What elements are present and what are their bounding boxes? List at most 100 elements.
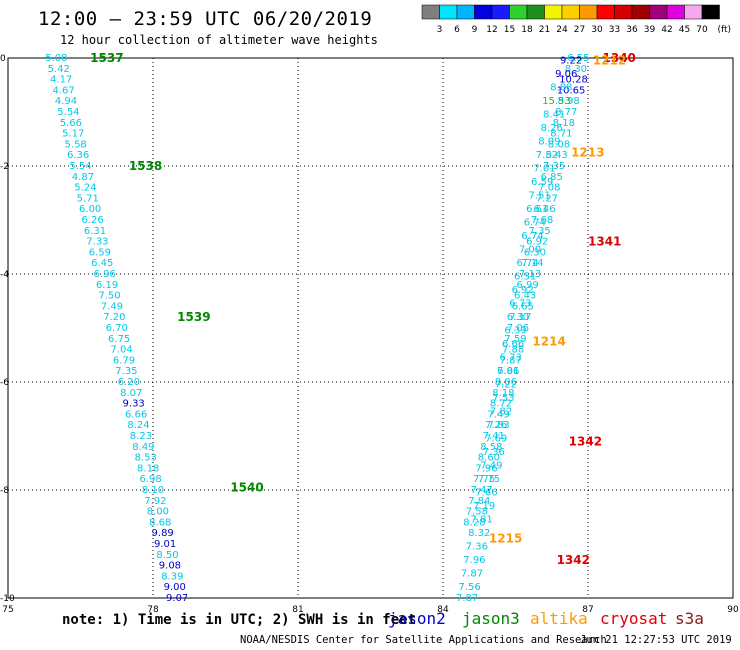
swh-value-label: 6.31 — [84, 226, 106, 237]
swh-value-label: 7.01 — [533, 164, 555, 175]
swh-value-label: 6.39 — [504, 326, 526, 337]
swh-value-label: 10.28 — [559, 75, 588, 86]
x-tick-label: 87 — [582, 605, 593, 615]
swh-value-label: 4.94 — [55, 96, 77, 107]
swh-value-label: 8.49 — [132, 442, 154, 453]
swh-value-label: 8.53 — [135, 453, 157, 464]
swh-value-label: 7.04 — [110, 345, 132, 356]
swh-value-label: 8.72 — [490, 399, 512, 410]
swh-value-label: 9.00 — [164, 582, 186, 593]
swh-value-label: 5.42 — [48, 64, 70, 75]
swh-value-label: 15.53 — [542, 96, 571, 107]
swh-value-label: 8.07 — [120, 388, 142, 399]
plot-frame — [7, 57, 734, 599]
colorbar-label: 27 — [574, 25, 585, 35]
swh-value-label: 9.33 — [123, 399, 145, 410]
swh-value-label: 5.58 — [65, 139, 87, 150]
swh-value-label: 6.73 — [509, 299, 531, 310]
swh-value-label: 6.26 — [81, 215, 103, 226]
swh-value-label: 8.43 — [545, 150, 567, 161]
swh-value-label: 7.96 — [475, 463, 497, 474]
colorbar-label: 18 — [521, 25, 533, 35]
y-tick-label: 0 — [0, 54, 6, 64]
colorbar-label: 15 — [504, 25, 515, 35]
footer-timestamp: Jun 21 12:27:53 UTC 2019 — [580, 634, 732, 646]
track-number-label: 1537 — [90, 51, 123, 65]
swh-value-label: 6.61 — [526, 204, 548, 215]
colorbar-swatch — [579, 4, 598, 20]
y-tick-label: -10 — [0, 594, 15, 604]
chart-title: 12:00 – 23:59 UTC 06/20/2019 — [38, 8, 373, 30]
swh-value-label: 7.20 — [103, 312, 125, 323]
swh-value-label: 8.28 — [463, 517, 485, 528]
swh-value-label: 9.06 — [555, 69, 577, 80]
swh-value-label: 4.17 — [50, 75, 72, 86]
swh-value-label: 7.22 — [495, 380, 517, 391]
swh-value-label: 7.87 — [456, 593, 478, 604]
x-tick-label: 81 — [292, 605, 303, 615]
track-number-label: 1538 — [129, 159, 162, 173]
footer-note: note: 1) Time is in UTC; 2) SWH is in fe… — [62, 612, 417, 628]
swh-value-label: 6.20 — [118, 377, 140, 388]
swh-value-label: 6.75 — [108, 334, 130, 345]
track-number-label: 1213 — [571, 146, 604, 160]
colorbar-label: 24 — [556, 25, 568, 35]
chart-subtitle: 12 hour collection of altimeter wave hei… — [60, 33, 378, 47]
swh-value-label: 6.74 — [521, 231, 543, 242]
colorbar-swatch — [701, 4, 720, 20]
track-number-label: 1540 — [230, 480, 263, 494]
swh-value-label: 9.01 — [154, 539, 176, 550]
swh-value-label: 9.08 — [159, 561, 181, 572]
track-number-label: 1340 — [603, 51, 636, 65]
swh-value-label: 6.66 — [502, 339, 524, 350]
swh-value-label: 7.53 — [492, 393, 514, 404]
colorbar-label: 30 — [591, 25, 603, 35]
legend-jason2: jason2 — [388, 609, 446, 628]
colorbar-swatch — [666, 4, 685, 20]
swh-value-label: 7.27 — [536, 193, 558, 204]
swh-value-label: 5.08 — [45, 53, 67, 64]
colorbar-swatch — [509, 4, 528, 20]
track-number-label: 1212 — [593, 54, 626, 68]
swh-value-label: 8.41 — [543, 110, 565, 121]
swh-value-label: 8.06 — [495, 377, 517, 388]
colorbar-swatch — [491, 4, 510, 20]
colorbar-label: 39 — [644, 25, 656, 35]
x-tick-label: 78 — [147, 605, 159, 615]
swh-value-label: 6.92 — [526, 237, 548, 248]
swh-value-label: 10.65 — [557, 85, 586, 96]
colorbar-swatch — [439, 4, 458, 20]
swh-value-label: 8.09 — [538, 137, 560, 148]
colorbar-unit: (ft) — [718, 25, 732, 35]
track-number-label: 1215 — [489, 532, 522, 546]
colorbar-label: 6 — [454, 25, 460, 35]
y-tick-label: -2 — [0, 162, 9, 172]
swh-value-label: 8.32 — [468, 528, 490, 539]
swh-value-label: 8.71 — [550, 129, 572, 140]
colorbar-swatch — [596, 4, 615, 20]
swh-value-label: 8.58 — [480, 442, 502, 453]
swh-value-label: 8.10 — [142, 485, 164, 496]
swh-value-label: 6.00 — [79, 204, 101, 215]
swh-value-label: 6.85 — [541, 172, 563, 183]
swh-value-label: 9.22 — [560, 56, 582, 67]
swh-value-label: 8.18 — [492, 388, 514, 399]
swh-value-label: 8.24 — [127, 420, 149, 431]
x-tick-label: 75 — [2, 605, 13, 615]
swh-value-label: 6.65 — [512, 301, 534, 312]
colorbar-label: 42 — [661, 25, 672, 35]
swh-value-label: 8.77 — [555, 107, 577, 118]
swh-value-label: 7.87 — [461, 569, 483, 580]
colorbar-label: 12 — [486, 25, 497, 35]
colorbar-label: 21 — [539, 25, 550, 35]
x-tick-label: 90 — [727, 605, 739, 615]
swh-value-label: 7.35 — [115, 366, 137, 377]
swh-value-label: 6.51 — [514, 272, 536, 283]
swh-value-label: 6.99 — [516, 280, 538, 291]
colorbar-swatch — [526, 4, 545, 20]
swh-value-label: 7.35 — [529, 226, 551, 237]
swh-value-label: 6.70 — [106, 323, 128, 334]
legend-jason3: jason3 — [462, 609, 520, 628]
swh-value-label: 4.87 — [72, 172, 94, 183]
swh-value-label: 8.26 — [541, 123, 563, 134]
